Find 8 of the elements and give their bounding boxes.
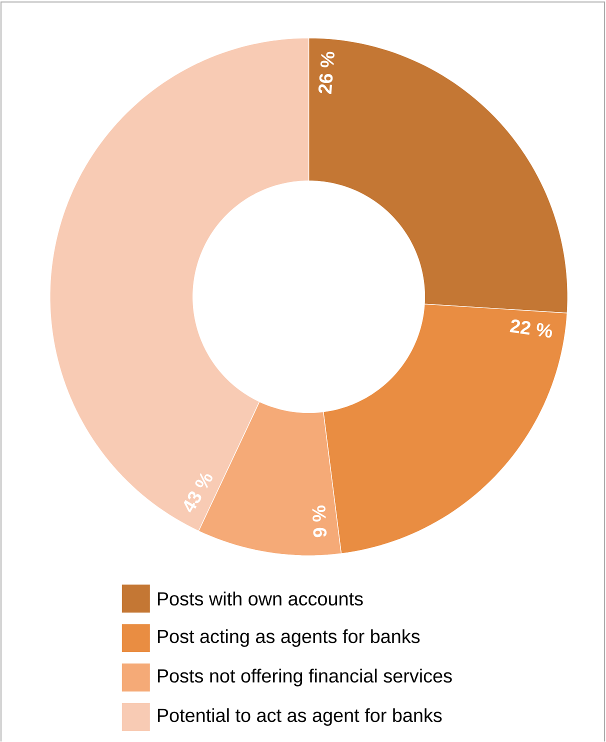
legend-label: Potential to act as agent for banks bbox=[158, 708, 442, 726]
data-label: 9 % bbox=[312, 506, 327, 538]
legend-label: Posts with own accounts bbox=[158, 592, 364, 606]
data-label: 43 % bbox=[184, 472, 213, 512]
legend-label: Post acting as agents for banks bbox=[158, 629, 420, 647]
data-label: 22 % bbox=[510, 319, 552, 338]
legend-label: Posts not offering financial services bbox=[158, 668, 452, 686]
data-label: 26 % bbox=[318, 52, 335, 94]
